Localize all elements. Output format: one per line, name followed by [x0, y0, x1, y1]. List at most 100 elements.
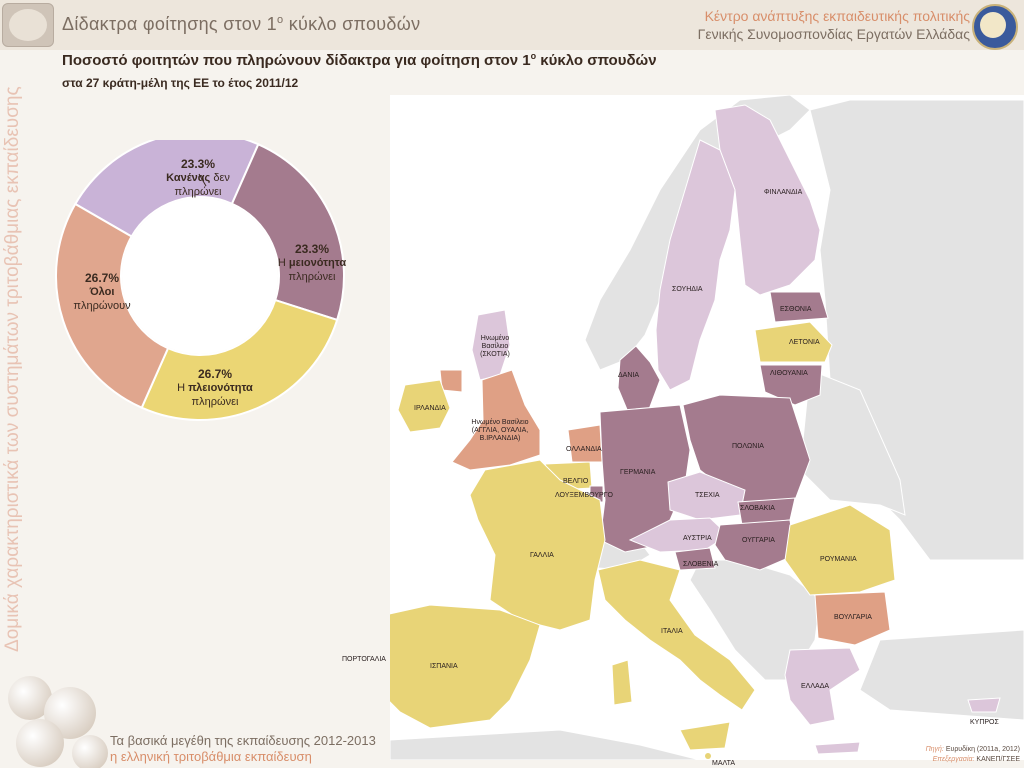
slice-pct-majority: 26.7%	[197, 367, 233, 381]
donut-slice-minority	[230, 143, 345, 322]
label-bulgaria: ΒΟΥΛΓΑΡΙΑ	[834, 614, 872, 621]
slide-title: Δίδακτρα φοίτησης στον 1ο κύκλο σπουδών	[62, 14, 420, 35]
label-germany: ΓΕΡΜΑΝΙΑ	[620, 469, 656, 476]
label-luxembourg: ΛΟΥΞΕΜΒΟΥΡΓΟ	[555, 492, 613, 499]
slice-pct-none: 23.3%	[180, 157, 216, 171]
label-portugal: ΠΟΡΤΟΓΑΛΙΑ	[342, 656, 386, 663]
label-belgium: ΒΕΛΓΙΟ	[563, 478, 589, 485]
slice-label-all: 26.7% Όλοι πληρώνουν	[52, 271, 152, 313]
map-bulgaria	[814, 591, 891, 646]
label-ireland: ΙΡΛΑΝΔΙΑ	[414, 405, 446, 412]
map-norway	[584, 95, 811, 371]
slice-pre-minority: Η	[277, 257, 286, 269]
chart-title-tail: κύκλο σπουδών	[536, 52, 657, 69]
source-line: Πηγή: Ευρυδίκη (2011a, 2012)	[926, 746, 1020, 753]
slice-text-all-2: πληρώνουν	[73, 300, 131, 312]
map-slovenia	[674, 547, 716, 571]
footer-line1: Τα βασικά μεγέθη της εκπαίδευσης 2012-20…	[110, 733, 376, 748]
label-czech: ΤΣΕΧΙΑ	[695, 492, 720, 499]
slice-text-none-1: δεν	[213, 172, 230, 184]
chart-title-sup: ο	[530, 51, 537, 61]
slide-title-sup: ο	[277, 14, 284, 26]
label-uk-scotland: Ηνωμένο Βασίλειο (ΣΚΟΤΙΑ)	[480, 335, 510, 358]
chart-title-main: Ποσοστό φοιτητών που πληρώνουν δίδακτρα …	[62, 52, 531, 69]
slice-bold-minority: μειονότητα	[288, 257, 347, 269]
donut-slice-none	[73, 140, 260, 238]
map-turkey	[859, 629, 1024, 721]
label-sweden: ΣΟΥΗΔΙΑ	[672, 286, 703, 293]
donut-slice-majority	[140, 298, 339, 421]
side-vertical-text: Δομικά χαρακτηριστικά των συστημάτων τρι…	[2, 86, 23, 652]
map-belarus-ukraine	[799, 369, 906, 516]
map-sardinia	[611, 659, 633, 706]
slice-leader-line	[198, 173, 207, 187]
label-italy: ΙΤΑΛΙΑ	[661, 628, 683, 635]
map-finland	[714, 104, 821, 296]
chart-subtitle: στα 27 κράτη-μέλη της ΕΕ το έτος 2011/12	[62, 76, 299, 90]
map-sicily	[679, 721, 731, 751]
label-latvia: ΛΕΤΟΝΙΑ	[789, 339, 820, 346]
slice-bold-all: Όλοι	[89, 286, 115, 298]
edit-line: Επεξεργασία: ΚΑΝΕΠ/ΓΣΕΕ	[933, 756, 1020, 763]
slice-label-none: 23.3% Κανένας δεν πληρώνει	[148, 157, 248, 199]
map-spain	[390, 604, 541, 729]
label-hungary: ΟΥΓΓΑΡΙΑ	[742, 537, 775, 544]
institute-logo-icon	[2, 3, 54, 47]
label-uk-england: Ηνωμένο Βασίλειο (ΑΓΓΛΙΑ, ΟΥΑΛΙΑ, Β.ΙΡΛΑ…	[471, 419, 529, 442]
label-greece: ΕΛΛΑΔΑ	[801, 683, 830, 690]
donut-chart	[55, 140, 345, 421]
label-cyprus: ΚΥΠΡΟΣ	[970, 719, 999, 726]
label-denmark: ΔΑΝΙΑ	[618, 372, 640, 379]
map-greece	[784, 647, 861, 726]
source-key: Πηγή:	[925, 746, 944, 753]
slice-pct-minority: 23.3%	[294, 242, 330, 256]
label-finland: ΦΙΝΛΑΝΔΙΑ	[764, 189, 803, 196]
slide-title-tail: κύκλο σπουδών	[283, 14, 421, 34]
label-netherlands: ΟΛΛΑΝΔΙΑ	[566, 446, 602, 453]
label-romania: ΡΟΥΜΑΝΙΑ	[820, 556, 857, 563]
map-netherlands	[567, 424, 603, 463]
label-austria: ΑΥΣΤΡΙΑ	[683, 535, 712, 542]
donut-hole	[122, 198, 278, 354]
label-estonia: ΕΣΘΟΝΙΑ	[780, 306, 812, 313]
slice-pre-majority: Η	[177, 382, 186, 394]
slice-label-minority: 23.3% Η μειονότητα πληρώνει	[262, 242, 362, 284]
label-france: ΓΑΛΛΙΑ	[530, 552, 554, 559]
map-lithuania	[759, 364, 823, 406]
map-ireland	[397, 379, 451, 433]
map-north-africa	[390, 729, 701, 760]
map-cyprus	[967, 697, 1001, 713]
map-estonia	[769, 291, 829, 323]
map-crete	[814, 741, 861, 755]
gsee-seal-icon	[972, 4, 1018, 50]
label-poland: ΠΟΛΩΝΙΑ	[732, 443, 764, 450]
source-value: Ευρυδίκη (2011a, 2012)	[945, 746, 1020, 753]
pearls-decoration-icon	[8, 676, 108, 768]
edit-key: Επεξεργασία:	[932, 756, 975, 763]
map-romania	[784, 504, 896, 596]
map-hungary	[714, 519, 796, 571]
slice-bold-majority: πλειονότητα	[188, 382, 253, 394]
europe-map	[390, 95, 1024, 760]
org-name-line1: Κέντρο ανάπτυξης εκπαιδευτικής πολιτικής	[704, 8, 970, 24]
slice-text-majority-2: πληρώνει	[191, 396, 239, 408]
map-latvia	[754, 321, 833, 363]
org-name-line2: Γενικής Συνομοσπονδίας Εργατών Ελλάδας	[697, 26, 970, 42]
label-malta: ΜΑΛΤΑ	[712, 760, 736, 767]
edit-value: ΚΑΝΕΠ/ΓΣΕΕ	[976, 756, 1020, 763]
label-slovenia: ΣΛΟΒΕΝΙΑ	[683, 561, 719, 568]
slice-bold-none: Κανένας	[166, 172, 211, 184]
slide-title-main: Δίδακτρα φοίτησης στον 1	[62, 14, 277, 34]
map-malta	[705, 753, 711, 759]
slice-text-minority-2: πληρώνει	[288, 271, 336, 283]
donut-slice-all	[55, 202, 170, 409]
header-bar: Δίδακτρα φοίτησης στον 1ο κύκλο σπουδών …	[0, 0, 1024, 50]
footer-line2: η ελληνική τριτοβάθμια εκπαίδευση	[110, 749, 312, 764]
map-denmark	[617, 345, 661, 413]
slice-text-none-2: πληρώνει	[174, 186, 222, 198]
label-lithuania: ΛΙΘΟΥΑΝΙΑ	[770, 370, 808, 377]
slice-label-majority: 26.7% Η πλειονότητα πληρώνει	[165, 367, 265, 409]
map-italy	[597, 559, 756, 711]
map-sweden	[655, 139, 736, 391]
chart-title: Ποσοστό φοιτητών που πληρώνουν δίδακτρα …	[62, 51, 657, 69]
